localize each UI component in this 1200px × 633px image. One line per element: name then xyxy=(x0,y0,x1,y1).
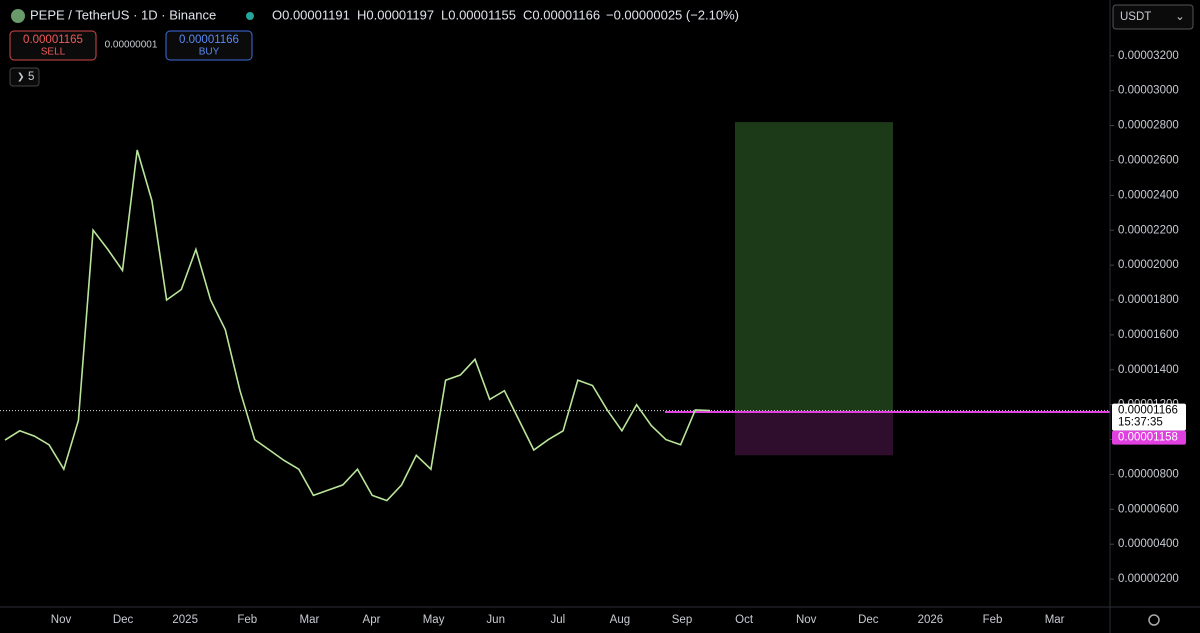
y-tick-label: 0.00000600 xyxy=(1118,503,1179,515)
ohlc-low: L0.00001155 xyxy=(441,7,516,22)
indicator-toggle[interactable] xyxy=(9,67,40,87)
x-tick-label: Mar xyxy=(299,614,319,626)
y-tick-label: 0.00000800 xyxy=(1118,468,1179,480)
y-tick-label: 0.00002000 xyxy=(1118,259,1179,271)
currency: USDT xyxy=(1120,11,1151,23)
x-tick-label: Apr xyxy=(363,614,381,626)
y-tick-label: 0.00002200 xyxy=(1118,224,1179,236)
x-tick-label: Nov xyxy=(51,614,72,626)
profit-zone xyxy=(735,122,893,412)
sell-label: SELL xyxy=(41,47,66,58)
last-price-label: 0.00001166 xyxy=(1118,405,1178,417)
spread: 0.00000001 xyxy=(105,40,158,51)
settings-icon[interactable] xyxy=(1148,614,1160,626)
ohlc-open: O0.00001191 xyxy=(272,7,350,22)
last-price-tag xyxy=(1112,403,1186,431)
ohlc-high: H0.00001197 xyxy=(357,7,434,22)
symbol-icon xyxy=(11,9,25,23)
y-tick-label: 0.00001600 xyxy=(1118,329,1179,341)
x-tick-label: May xyxy=(423,614,445,626)
countdown: 15:37:35 xyxy=(1118,417,1163,429)
plot xyxy=(0,122,1110,502)
x-tick-label: Jun xyxy=(486,614,505,626)
x-tick-label: Feb xyxy=(983,614,1003,626)
ohlc-change: −0.00000025 (−2.10%) xyxy=(606,7,739,22)
currency-select[interactable] xyxy=(1112,4,1194,30)
x-tick-label: Aug xyxy=(610,614,630,626)
y-tick-label: 0.00002600 xyxy=(1118,155,1179,167)
buy-button[interactable] xyxy=(165,30,253,61)
symbol[interactable]: PEPE / TetherUS · 1D · Binance xyxy=(30,7,216,22)
loss-zone xyxy=(735,411,893,456)
entry-tag xyxy=(1112,430,1186,445)
x-tick-label: Dec xyxy=(113,614,134,626)
y-tick-label: 0.00000400 xyxy=(1118,538,1179,550)
y-tick-label: 0.00003000 xyxy=(1118,85,1179,97)
buy-label: BUY xyxy=(199,47,220,58)
chevron: ❯ xyxy=(17,71,25,82)
price-line xyxy=(4,149,711,502)
y-tick-label: 0.00003200 xyxy=(1118,50,1179,62)
x-tick-label: Nov xyxy=(796,614,817,626)
x-tick-label: Feb xyxy=(237,614,257,626)
dropdown-arrow: ⌄ xyxy=(1175,11,1185,23)
status-dot xyxy=(246,12,254,20)
x-tick-label: Sep xyxy=(672,614,692,626)
sell-button[interactable] xyxy=(9,30,97,61)
buy-price: 0.00001166 xyxy=(179,34,239,46)
x-tick-label: Oct xyxy=(735,614,754,626)
y-tick-label: 0.00002400 xyxy=(1118,189,1179,201)
x-tick-label: 2026 xyxy=(918,614,944,626)
x-tick-label: Jul xyxy=(550,614,565,626)
indicator-count: 5 xyxy=(28,71,34,83)
x-tick-label: 2025 xyxy=(172,614,198,626)
y-tick-label: 0.00000200 xyxy=(1118,573,1179,585)
y-tick-label: 0.00001400 xyxy=(1118,364,1179,376)
y-tick-label: 0.00002800 xyxy=(1118,120,1179,132)
entry-label: 0.00001158 xyxy=(1118,432,1178,444)
y-tick-label: 0.00001800 xyxy=(1118,294,1179,306)
x-tick-label: Dec xyxy=(858,614,879,626)
x-tick-label: Mar xyxy=(1045,614,1065,626)
sell-price: 0.00001165 xyxy=(23,34,83,46)
ohlc-close: C0.00001166 xyxy=(523,7,600,22)
